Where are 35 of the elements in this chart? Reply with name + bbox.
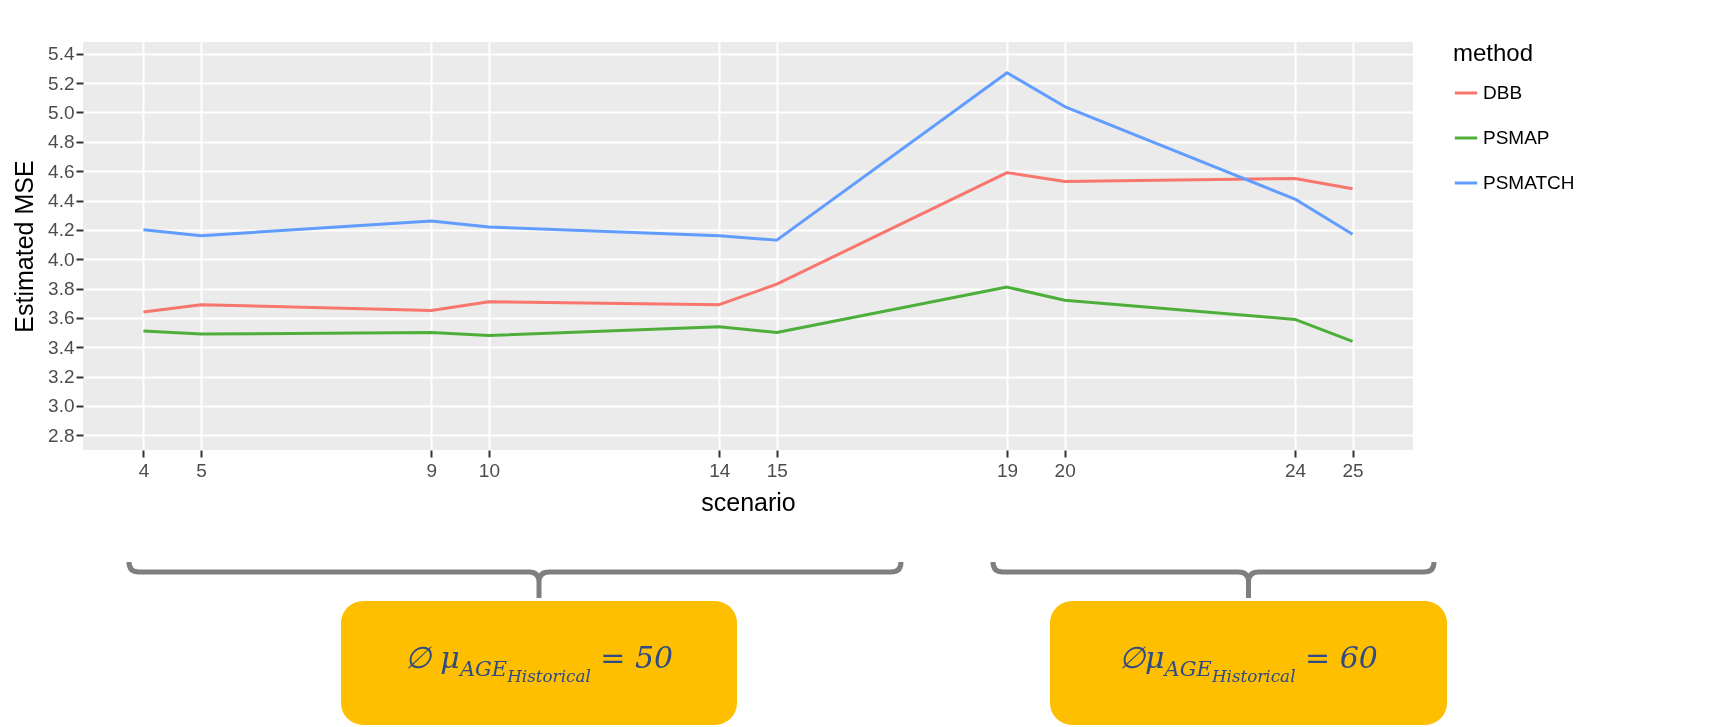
text: ∅ μ$_{AGE}$$_{Historical}$ = 50 bbox=[404, 640, 674, 686]
line-series bbox=[141, 171, 1355, 314]
legend-title: method bbox=[1453, 39, 1534, 66]
y-tick-label: 5.2 bbox=[48, 72, 75, 94]
x-tick-label: 10 bbox=[478, 459, 500, 481]
y-tick-label: 4.8 bbox=[48, 131, 75, 153]
y-tick-label: 5.4 bbox=[48, 43, 75, 65]
y-tick-label: 3.4 bbox=[48, 336, 75, 358]
y-tick-label: 3.6 bbox=[48, 307, 75, 329]
y-tick-label: 4.0 bbox=[48, 248, 75, 270]
text: ∅μ$_{AGE}$$_{Historical}$ = 60 bbox=[1119, 640, 1378, 686]
x-tick-label: 24 bbox=[1284, 459, 1307, 481]
x-tick-label: 15 bbox=[766, 459, 788, 481]
x-tick-label: 5 bbox=[196, 459, 207, 481]
x-tick-label: 9 bbox=[426, 459, 438, 481]
x-tick-label: 4 bbox=[138, 459, 150, 481]
y-tick-label: 4.2 bbox=[48, 219, 75, 241]
y-axis-title: Estimated MSE bbox=[10, 160, 39, 333]
y-tick-label: 3.0 bbox=[48, 395, 75, 417]
line-series bbox=[141, 285, 1355, 343]
y-tick-label: 3.8 bbox=[48, 278, 75, 300]
y-tick-label: 3.2 bbox=[48, 366, 75, 388]
y-tick-label: 4.6 bbox=[48, 160, 75, 182]
y-tick-label: 2.8 bbox=[48, 424, 75, 446]
x-tick-label: 19 bbox=[997, 459, 1019, 481]
legend-label: PSMATCH bbox=[1483, 172, 1575, 193]
legend-label: PSMAP bbox=[1483, 127, 1550, 148]
legend-label: DBB bbox=[1483, 82, 1523, 103]
y-tick-label: 5.0 bbox=[48, 101, 75, 123]
x-tick-label: 20 bbox=[1054, 459, 1076, 481]
x-tick-label: 14 bbox=[709, 459, 731, 481]
y-tick-label: 4.4 bbox=[48, 190, 75, 211]
x-axis-title: scenario bbox=[701, 487, 796, 516]
line-series bbox=[141, 71, 1355, 242]
x-tick-label: 25 bbox=[1342, 459, 1364, 481]
